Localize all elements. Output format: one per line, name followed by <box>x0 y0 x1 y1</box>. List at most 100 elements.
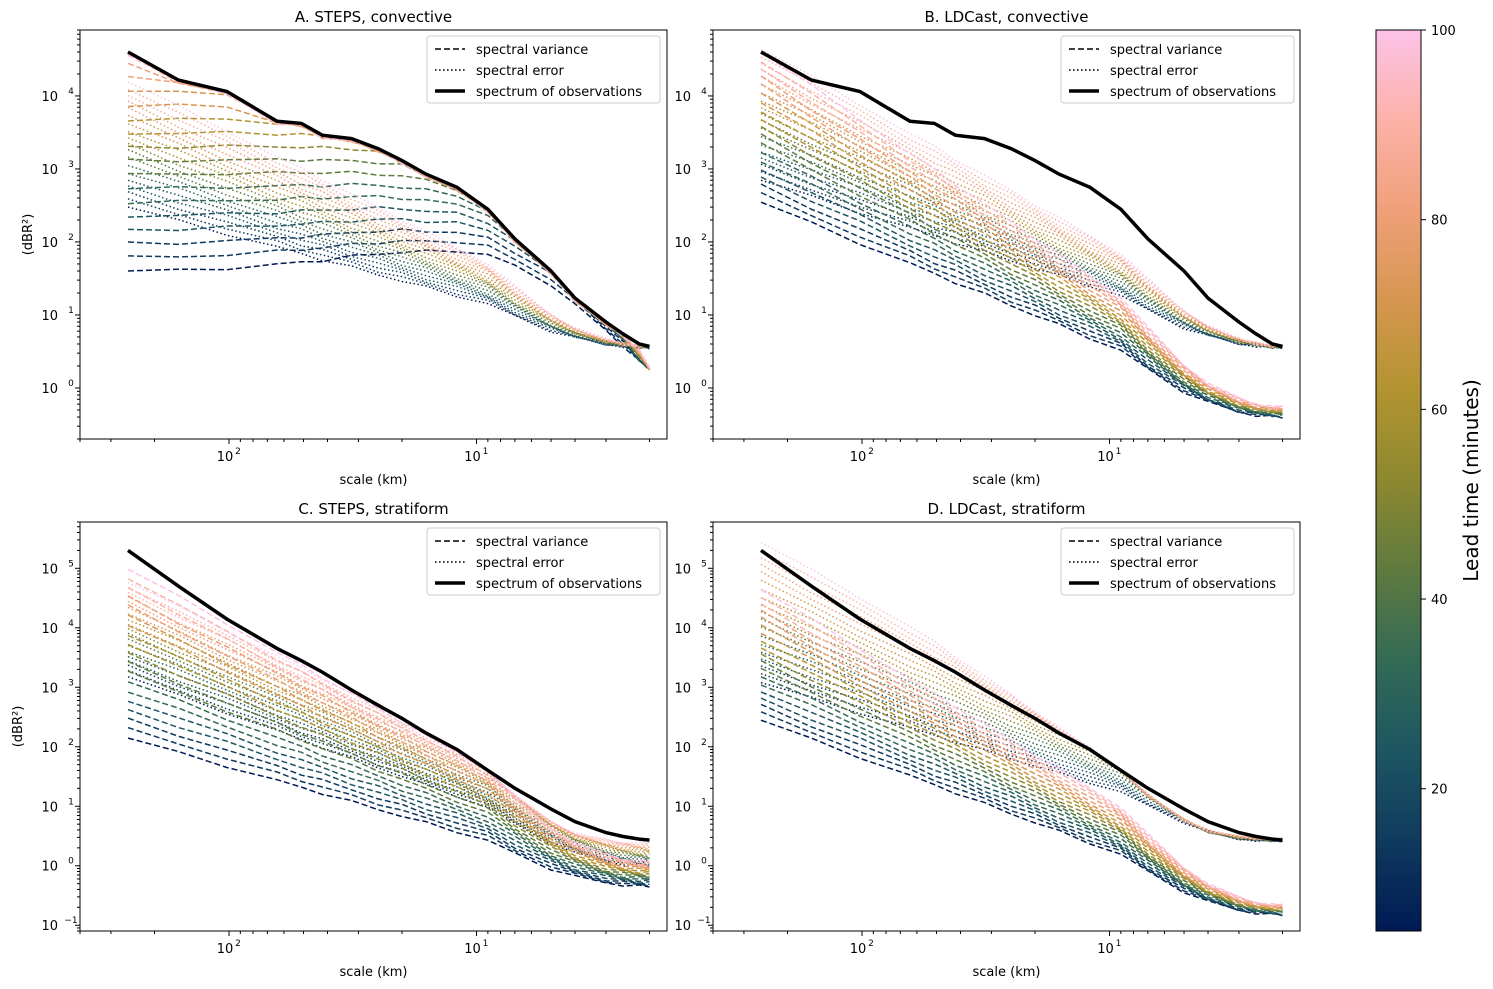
error-curve <box>760 83 1283 349</box>
variance-curve <box>760 92 1283 412</box>
x-tick-label: 10 <box>464 942 481 957</box>
y-tick-exponent: 1 <box>68 306 74 316</box>
variance-curve <box>127 586 650 866</box>
variance-curve <box>127 239 651 371</box>
error-curve <box>127 172 650 348</box>
colorbar-tick-label: 20 <box>1431 783 1448 798</box>
y-tick-exponent: 5 <box>701 559 707 569</box>
y-tick-exponent: 0 <box>68 857 74 867</box>
error-curve <box>760 610 1283 842</box>
y-tick-exponent: 2 <box>701 738 707 748</box>
x-tick-label: 10 <box>850 450 867 465</box>
legend-variance-label: spectral variance <box>1110 43 1222 58</box>
error-curve <box>127 644 650 860</box>
legend-obs-label: spectrum of observations <box>1110 577 1276 592</box>
variance-curve <box>760 191 1283 419</box>
x-tick-exponent: 2 <box>868 447 874 457</box>
panel-d-lines <box>759 542 1283 917</box>
y-tick-exponent: 2 <box>701 233 707 243</box>
legend-variance-label: spectral variance <box>1110 535 1222 550</box>
y-tick-label: 10 <box>41 90 58 105</box>
y-tick-label: 10 <box>674 236 691 251</box>
y-tick-label: 10 <box>41 236 58 251</box>
variance-curve <box>127 670 650 879</box>
y-tick-label: 10 <box>41 919 58 934</box>
variance-curve <box>760 75 1283 410</box>
variance-curve <box>127 614 650 870</box>
variance-curve <box>127 634 650 872</box>
error-curve <box>127 606 650 852</box>
y-tick-exponent: −1 <box>64 916 77 926</box>
error-curve <box>760 557 1283 841</box>
variance-curve <box>760 68 1283 410</box>
error-curve <box>127 206 650 349</box>
error-curve <box>760 588 1283 841</box>
variance-curve <box>760 703 1283 916</box>
legend-error-label: spectral error <box>1110 556 1198 571</box>
variance-curve <box>127 708 650 884</box>
variance-curve <box>760 102 1283 412</box>
variance-curve <box>127 578 650 864</box>
error-curve <box>760 643 1283 842</box>
x-tick-exponent: 2 <box>235 447 241 457</box>
y-tick-label: 10 <box>674 562 691 577</box>
error-curve <box>760 626 1283 842</box>
error-curve <box>127 142 650 349</box>
y-tick-exponent: 0 <box>68 379 74 389</box>
y-tick-exponent: 1 <box>68 797 74 807</box>
y-tick-label: 10 <box>674 681 691 696</box>
error-curve <box>760 100 1283 348</box>
error-curve <box>127 613 650 852</box>
variance-curve <box>127 158 651 371</box>
variance-curve <box>760 711 1283 917</box>
y-tick-exponent: 0 <box>701 857 707 867</box>
y-tick-exponent: 4 <box>701 619 707 629</box>
observation-line <box>759 548 1283 842</box>
error-curve <box>127 600 650 851</box>
error-curve <box>127 638 650 859</box>
y-tick-exponent: −1 <box>697 916 710 926</box>
y-tick-exponent: 4 <box>701 87 707 97</box>
panel-a-x-ticks: 10 2 10 1 <box>79 439 651 465</box>
y-tick-label: 10 <box>41 622 58 637</box>
variance-curve <box>760 125 1283 414</box>
variance-curve <box>760 632 1283 909</box>
variance-curve <box>760 697 1283 915</box>
x-tick-exponent: 2 <box>235 939 241 949</box>
error-curve <box>127 627 650 856</box>
x-tick-label: 10 <box>464 450 481 465</box>
variance-curve <box>760 624 1283 910</box>
y-tick-label: 10 <box>41 860 58 875</box>
error-curve <box>127 130 650 348</box>
variance-curve <box>760 684 1283 913</box>
panel-c-y-ticks: 10 −1 10 0 10 1 10 2 10 3 10 4 10 5 <box>41 521 80 934</box>
y-tick-exponent: 2 <box>68 233 74 243</box>
variance-curve <box>127 660 650 877</box>
error-curve <box>760 170 1283 350</box>
error-curve <box>760 48 1283 347</box>
error-curve <box>760 672 1283 843</box>
variance-curve <box>127 194 651 368</box>
error-curve <box>760 665 1283 843</box>
error-curve <box>127 660 650 864</box>
colorbar-tick-label: 60 <box>1431 403 1448 418</box>
y-tick-label: 10 <box>41 309 58 324</box>
x-tick-label: 10 <box>1097 450 1114 465</box>
variance-curve <box>760 609 1283 908</box>
panel-b-legend: spectral variance spectral error spectru… <box>1060 35 1295 104</box>
error-curve <box>760 75 1283 349</box>
y-tick-exponent: 1 <box>701 306 707 316</box>
y-tick-label: 10 <box>41 163 58 178</box>
y-tick-exponent: 3 <box>68 160 74 170</box>
y-tick-label: 10 <box>41 800 58 815</box>
legend-error-label: spectral error <box>476 64 564 79</box>
variance-curve <box>127 643 650 874</box>
colorbar-gradient <box>1375 29 1422 932</box>
y-tick-label: 10 <box>674 860 691 875</box>
y-tick-label: 10 <box>674 309 691 324</box>
error-curve <box>127 179 650 349</box>
y-tick-label: 10 <box>41 681 58 696</box>
error-curve <box>127 123 650 347</box>
y-tick-label: 10 <box>674 800 691 815</box>
